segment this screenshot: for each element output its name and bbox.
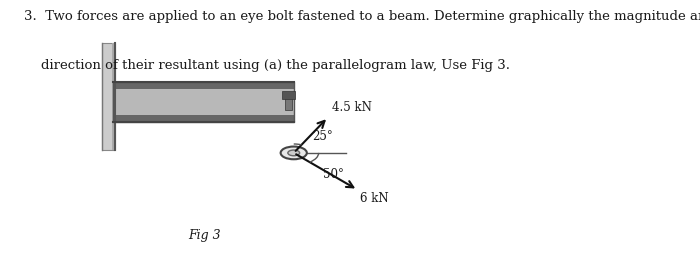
Bar bbox=[285, 94, 292, 110]
Bar bbox=[113, 115, 294, 122]
Bar bbox=[113, 82, 294, 89]
Text: 6 kN: 6 kN bbox=[360, 192, 389, 205]
Circle shape bbox=[288, 150, 300, 156]
Bar bbox=[281, 92, 295, 99]
Bar bbox=[112, 43, 116, 150]
Bar bbox=[113, 82, 294, 122]
Text: 4.5 kN: 4.5 kN bbox=[332, 101, 372, 114]
Text: 25°: 25° bbox=[313, 130, 333, 143]
Bar bbox=[113, 89, 294, 115]
Text: 3.  Two forces are applied to an eye bolt fastened to a beam. Determine graphica: 3. Two forces are applied to an eye bolt… bbox=[24, 10, 700, 23]
Text: Fig 3: Fig 3 bbox=[188, 229, 221, 242]
Circle shape bbox=[281, 147, 307, 159]
Bar bbox=[102, 43, 116, 150]
Text: 50°: 50° bbox=[323, 168, 344, 181]
Text: direction of their resultant using (a) the parallelogram law, Use Fig 3.: direction of their resultant using (a) t… bbox=[24, 59, 510, 72]
